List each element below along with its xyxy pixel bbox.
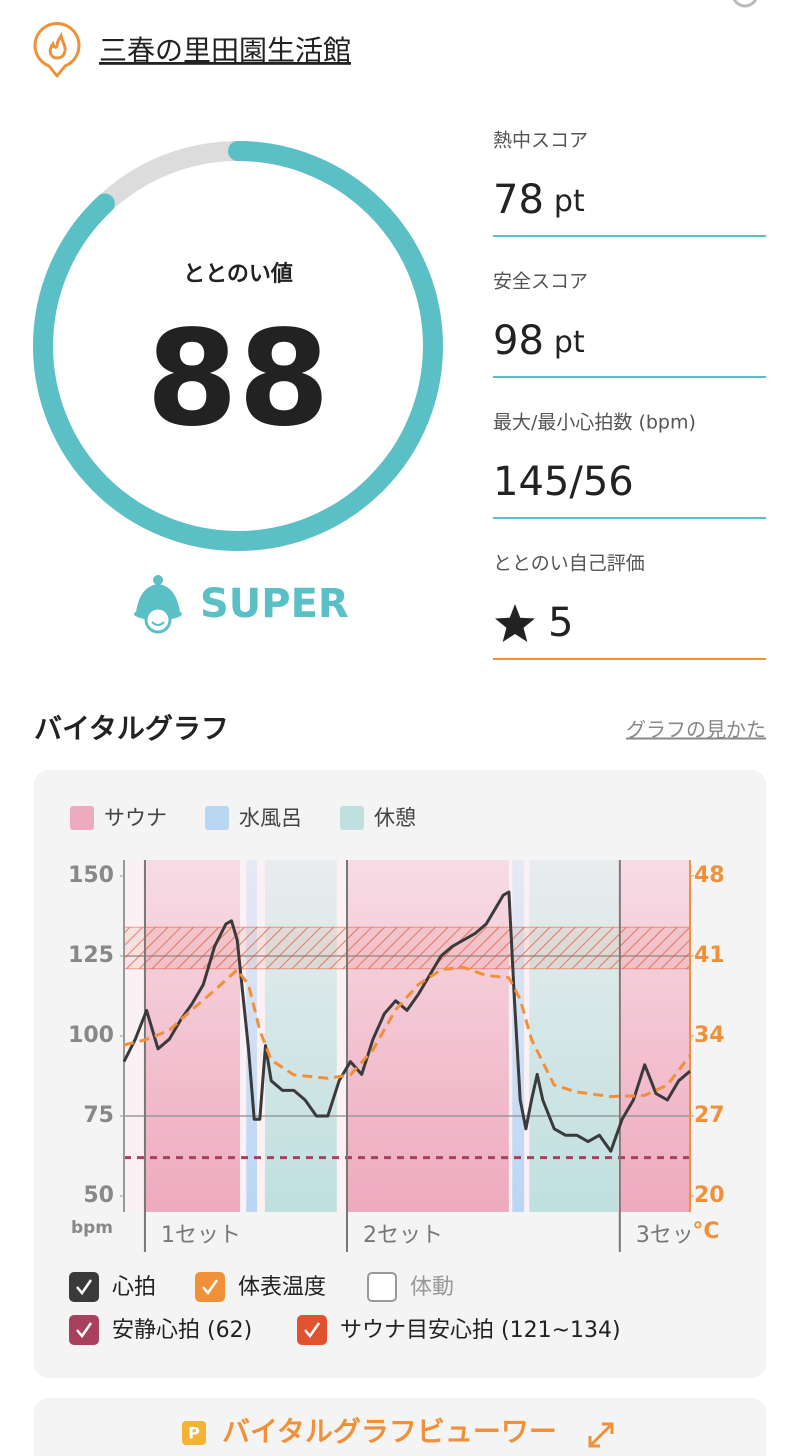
phase-band [512, 860, 525, 1212]
y2-tick-label: 48 [694, 863, 725, 888]
help-link[interactable]: グラフの見かた [626, 718, 766, 742]
phase-legend-label: サウナ [104, 806, 167, 830]
y-tick-label: 125 [68, 943, 114, 968]
heart-rate-line [122, 890, 691, 1153]
set-label: 3セット [636, 1223, 716, 1248]
phase-legend-swatch [340, 806, 364, 830]
y-unit: bpm [71, 1218, 113, 1238]
checkmark [76, 1322, 93, 1339]
checkbox[interactable] [69, 1315, 99, 1345]
set-label: 1セット [161, 1223, 241, 1248]
viewer-button[interactable] [34, 1398, 766, 1456]
checkmark [202, 1279, 219, 1296]
y2-tick-label: 20 [694, 1183, 725, 1208]
phase-band [347, 860, 509, 1212]
toggle-label[interactable]: 体表温度 [238, 1275, 326, 1300]
place-icon [33, 22, 81, 78]
y-tick-label: 150 [68, 863, 114, 888]
y2-tick-label: 34 [694, 1023, 725, 1048]
toggle-label[interactable]: 安静心拍 (62) [112, 1318, 252, 1343]
star-icon [495, 604, 535, 642]
gauge-value: 88 [146, 302, 330, 456]
y2-tick-label: 41 [694, 943, 725, 968]
stat-value: 78 pt [493, 177, 585, 223]
stat-unit: pt [554, 325, 585, 360]
phase-band [529, 860, 619, 1212]
toggle-label[interactable]: 体動 [410, 1275, 454, 1300]
phase-legend-label: 休憩 [374, 806, 416, 830]
checkbox[interactable] [195, 1272, 225, 1302]
stat-label: 安全スコア [493, 271, 588, 293]
stat-number: 5 [548, 600, 573, 646]
y2-unit: °C [692, 1219, 719, 1244]
stat-value: 5 [548, 600, 573, 646]
toggle-label[interactable]: 心拍 [112, 1275, 156, 1300]
y-tick-label: 100 [68, 1023, 114, 1048]
gauge-arc [33, 141, 443, 551]
set-label: 2セット [363, 1223, 443, 1248]
stat-label: 最大/最小心拍数 (bpm) [493, 412, 696, 434]
stat-number: 98 [493, 318, 544, 364]
target-zone [124, 927, 690, 969]
rating-icon [134, 575, 182, 634]
viewer-button-label[interactable]: バイタルグラフビューワー [222, 1415, 557, 1448]
phase-legend-swatch [70, 806, 94, 830]
stat-value: 145/56 [493, 459, 634, 505]
phase-band [264, 860, 337, 1212]
y2-tick-label: 27 [694, 1103, 725, 1128]
phase-legend-swatch [205, 806, 229, 830]
checkbox[interactable] [69, 1272, 99, 1302]
checkbox[interactable] [297, 1315, 327, 1345]
checkmark [304, 1322, 321, 1339]
phase-band [144, 860, 241, 1212]
phase-legend-label: 水風呂 [239, 806, 302, 830]
stat-label: ととのい自己評価 [493, 553, 645, 575]
checkbox[interactable] [367, 1272, 397, 1302]
rating-text: SUPER [200, 581, 349, 627]
stat-unit: pt [554, 184, 585, 219]
badge [182, 1421, 206, 1445]
stat-value: 98 pt [493, 318, 585, 364]
phase-band [619, 860, 690, 1212]
y-tick-label: 50 [83, 1183, 114, 1208]
section-title: バイタルグラフ [34, 712, 229, 745]
stat-number: 78 [493, 177, 544, 223]
temperature-line [123, 965, 692, 1099]
phase-band [246, 860, 258, 1212]
checkmark [76, 1279, 93, 1296]
expand-icon [588, 1422, 614, 1448]
y-tick-label: 75 [83, 1103, 114, 1128]
stat-label: 熱中スコア [493, 130, 588, 152]
gauge-label: ととのい値 [183, 262, 293, 287]
stat-number: 145/56 [493, 459, 634, 505]
toggle-label[interactable]: サウナ目安心拍 (121~134) [340, 1318, 621, 1343]
badge-text: P [188, 1424, 200, 1443]
place-title[interactable]: 三春の里田園生活館 [99, 34, 351, 67]
corner-icon [732, 0, 758, 8]
